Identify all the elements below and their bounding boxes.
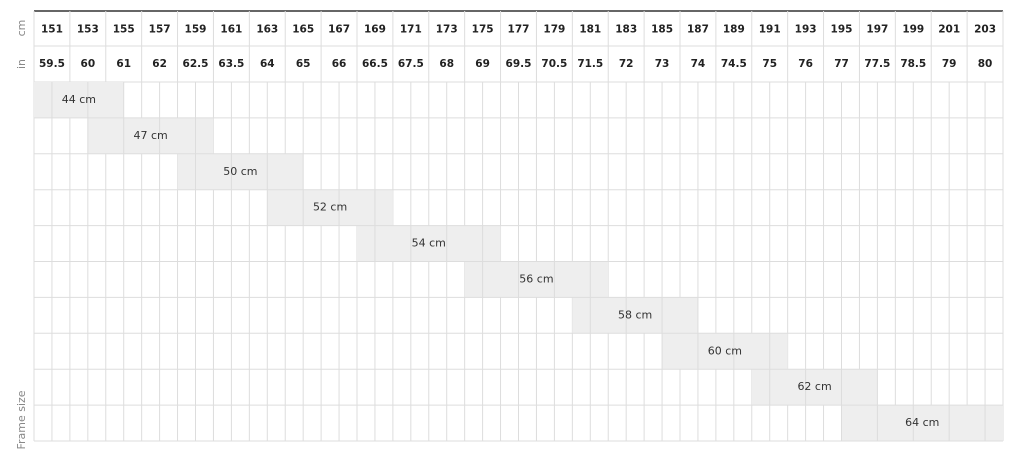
in-tick-label: 62.5 [183, 58, 209, 70]
frame-size-label: 56 cm [519, 272, 553, 285]
in-tick-label: 75 [762, 58, 777, 70]
cm-tick-label: 181 [579, 24, 601, 36]
in-tick-label: 74 [691, 58, 706, 70]
cm-tick-label: 191 [759, 24, 781, 36]
in-tick-label: 66 [332, 58, 347, 70]
in-tick-label: 77 [834, 58, 849, 70]
in-tick-label: 72 [619, 58, 634, 70]
cm-tick-label: 173 [436, 24, 458, 36]
cm-tick-label: 155 [113, 24, 135, 36]
in-tick-label: 69 [475, 58, 490, 70]
cm-tick-label: 189 [723, 24, 745, 36]
frame-size-label: 62 cm [797, 380, 831, 393]
in-tick-label: 76 [798, 58, 813, 70]
cm-tick-label: 159 [185, 24, 207, 36]
cm-tick-label: 203 [974, 24, 996, 36]
frame-size-bar [34, 82, 124, 118]
cm-tick-label: 163 [256, 24, 278, 36]
frame-size-label: 64 cm [905, 416, 939, 429]
in-tick-label: 69.5 [506, 58, 532, 70]
cm-tick-label: 151 [41, 24, 63, 36]
cm-tick-label: 177 [508, 24, 530, 36]
in-tick-label: 61 [116, 58, 131, 70]
frame-size-label: Frame size [15, 390, 28, 449]
in-tick-label: 64 [260, 58, 275, 70]
in-tick-label: 68 [439, 58, 454, 70]
in-tick-label: 71.5 [577, 58, 603, 70]
cm-tick-label: 157 [149, 24, 171, 36]
cm-tick-label: 171 [400, 24, 422, 36]
frame-size-label: 50 cm [223, 165, 257, 178]
in-tick-label: 70.5 [541, 58, 567, 70]
in-tick-label: 62 [152, 58, 167, 70]
cm-tick-label: 187 [687, 24, 709, 36]
frame-size-label: 44 cm [62, 93, 96, 106]
frame-size-label: 54 cm [412, 237, 446, 250]
frame-size-bar [357, 225, 501, 262]
cm-tick-label: 183 [615, 24, 637, 36]
cm-tick-label: 179 [543, 24, 565, 36]
in-tick-label: 67.5 [398, 58, 424, 70]
cm-tick-label: 167 [328, 24, 350, 36]
frame-size-bar [87, 117, 214, 154]
in-tick-label: 63.5 [218, 58, 244, 70]
frame-size-bar [841, 405, 1003, 441]
frame-size-bar [751, 369, 878, 406]
cm-tick-label: 199 [902, 24, 924, 36]
in-tick-label: 66.5 [362, 58, 388, 70]
frame-size-bar [177, 153, 304, 190]
in-tick-label: 77.5 [864, 58, 890, 70]
frame-size-label: 52 cm [313, 201, 347, 214]
cm-axis-label: cm [15, 20, 28, 37]
frame-size-bar [572, 297, 698, 334]
frame-size-bar [662, 333, 788, 370]
in-tick-label: 65 [296, 58, 311, 70]
cm-tick-label: 161 [220, 24, 242, 36]
in-tick-label: 59.5 [39, 58, 65, 70]
in-tick-label: 74.5 [721, 58, 747, 70]
in-tick-label: 78.5 [900, 58, 926, 70]
frame-size-label: 47 cm [134, 129, 168, 142]
cm-tick-label: 153 [77, 24, 99, 36]
frame-size-label: 58 cm [618, 308, 652, 321]
in-tick-label: 79 [942, 58, 957, 70]
in-tick-label: 80 [978, 58, 993, 70]
cm-tick-label: 185 [651, 24, 673, 36]
cm-tick-label: 193 [795, 24, 817, 36]
frame-size-bar [267, 189, 393, 226]
in-axis-label: in [15, 59, 28, 69]
in-tick-label: 60 [81, 58, 96, 70]
cm-tick-label: 175 [472, 24, 494, 36]
cm-tick-label: 195 [831, 24, 853, 36]
frame-size-label: 60 cm [708, 344, 742, 357]
cm-tick-label: 197 [866, 24, 888, 36]
cm-tick-label: 201 [938, 24, 960, 36]
cm-tick-label: 169 [364, 24, 386, 36]
cm-tick-label: 165 [292, 24, 314, 36]
in-tick-label: 73 [655, 58, 670, 70]
frame-size-bar [464, 261, 609, 298]
